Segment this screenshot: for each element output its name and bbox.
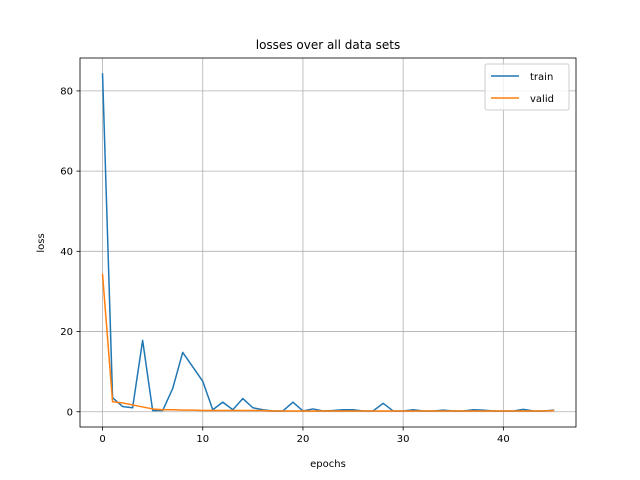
axis-ticks: 0 10 20 30 40 0 20 40 60 80 [60,86,509,445]
y-tick-label: 0 [67,407,73,418]
x-axis-label: epochs [310,459,346,470]
y-tick-label: 40 [60,247,73,258]
legend-box [484,63,570,111]
x-tick-label: 20 [297,434,310,445]
plot-frame [79,57,577,428]
x-tick-label: 0 [99,434,105,445]
y-axis-label: loss [36,233,47,252]
chart-title: losses over all data sets [256,38,400,52]
x-tick-label: 40 [497,434,510,445]
legend: train valid [484,63,570,111]
y-tick-label: 60 [60,167,73,178]
series-group [101,73,555,412]
y-tick-label: 20 [60,327,73,338]
y-tick-label: 80 [60,86,73,97]
x-tick-label: 30 [397,434,410,445]
x-tick-label: 10 [196,434,209,445]
series-line-valid [101,273,555,412]
legend-label-train: train [530,72,553,83]
legend-label-valid: valid [530,94,554,105]
